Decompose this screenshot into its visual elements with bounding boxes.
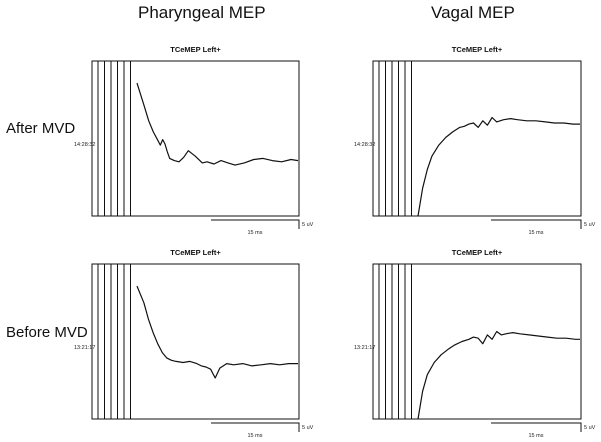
- scale-y-label: 5 uV: [584, 222, 596, 228]
- row-title-before: Before MVD: [6, 324, 88, 341]
- scale-bar: [491, 219, 582, 229]
- mep-panel: TCeMEP Left+ 14:28:32 15 ms 5 uV: [74, 45, 314, 236]
- panel-frame: [372, 60, 582, 217]
- mep-panel: TCeMEP Left+ 14:28:32 15 ms 5 uV: [354, 45, 596, 236]
- panel-title: TCeMEP Left+: [452, 248, 503, 257]
- scale-x-label: 15 ms: [248, 433, 263, 439]
- mep-panel: TCeMEP Left+ 13:21:17 15 ms 5 uV: [354, 248, 596, 439]
- mep-trace: [417, 330, 580, 420]
- scale-y-label: 5 uV: [302, 222, 314, 228]
- scale-y-label: 5 uV: [302, 425, 314, 431]
- timestamp-label: 13:21:17: [74, 345, 95, 351]
- panel-frame: [91, 60, 300, 217]
- column-title-pharyngeal: Pharyngeal MEP: [138, 3, 266, 22]
- timestamp-label: 14:28:32: [74, 142, 95, 148]
- scale-x-label: 15 ms: [248, 230, 263, 236]
- timestamp-label: 14:28:32: [354, 142, 375, 148]
- scale-y-label: 5 uV: [584, 425, 596, 431]
- panel-title: TCeMEP Left+: [170, 45, 221, 54]
- scale-bar: [491, 422, 582, 432]
- column-title-vagal: Vagal MEP: [431, 3, 515, 22]
- scale-x-label: 15 ms: [529, 230, 544, 236]
- mep-panel: TCeMEP Left+ 13:21:17 15 ms 5 uV: [74, 248, 314, 439]
- scale-bar: [211, 219, 300, 229]
- scale-bar: [211, 422, 300, 432]
- panel-frame: [91, 263, 300, 420]
- panel-title: TCeMEP Left+: [452, 45, 503, 54]
- scale-x-label: 15 ms: [529, 433, 544, 439]
- row-title-after: After MVD: [6, 120, 76, 137]
- timestamp-label: 13:21:17: [354, 345, 375, 351]
- panel-frame: [372, 263, 582, 420]
- mep-trace: [136, 82, 299, 166]
- mep-trace: [417, 116, 580, 217]
- panel-title: TCeMEP Left+: [170, 248, 221, 257]
- mep-trace: [136, 285, 298, 379]
